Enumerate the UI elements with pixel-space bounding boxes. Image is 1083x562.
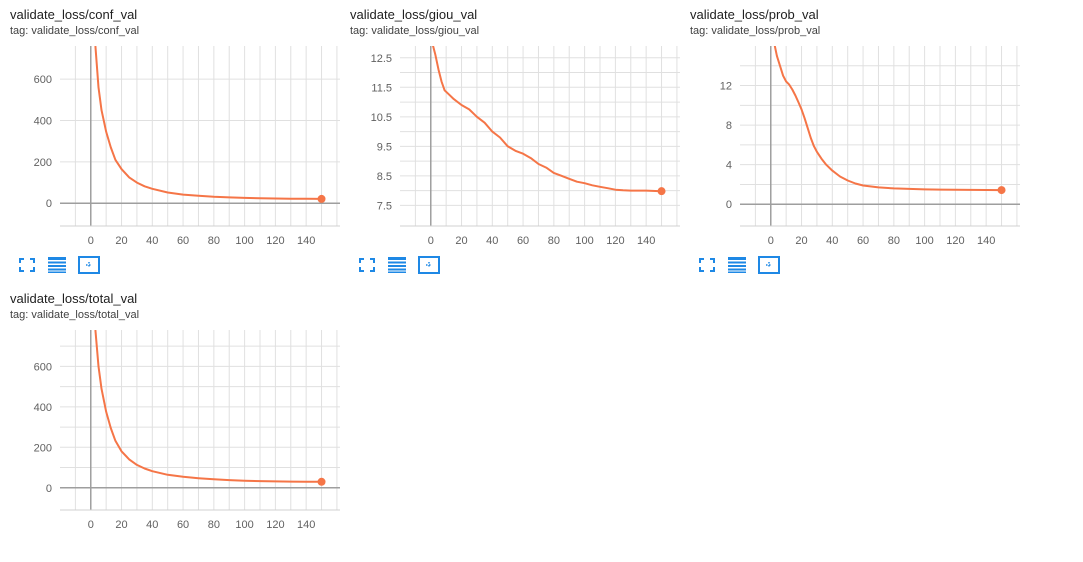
fit-domain-icon[interactable]	[758, 255, 780, 275]
x-tick-label: 80	[208, 235, 220, 247]
chart-title: validate_loss/total_val	[10, 291, 138, 306]
y-tick-label: 400	[34, 402, 52, 414]
line-chart: 0 20 40 60 80 100 120 140 7.5 8.5 9.5 10.5 11.5 12.5	[371, 46, 680, 247]
x-tick-label: 140	[297, 235, 315, 247]
series-line	[94, 46, 322, 200]
x-tick-label: 120	[266, 235, 284, 247]
x-tick-label: 20	[455, 235, 467, 247]
series-line	[773, 46, 1002, 192]
x-tick-label: 80	[208, 519, 220, 531]
series-line	[94, 330, 322, 483]
chart-tag: tag: validate_loss/conf_val	[10, 25, 140, 37]
x-tick-label: 60	[177, 235, 189, 247]
x-tick-label: 20	[115, 235, 127, 247]
y-tick-label: 600	[34, 361, 52, 373]
x-tick-label: 100	[235, 235, 253, 247]
y-tick-label: 0	[46, 198, 52, 210]
line-chart: 0 20 40 60 80 100 120 140 0 200 400 600	[34, 46, 340, 247]
chart-tag: tag: validate_loss/giou_val	[350, 25, 480, 37]
y-tick-label: 4	[726, 160, 732, 172]
y-tick-label: 10.5	[371, 112, 392, 124]
chart-card-giou-val: validate_loss/giou_val tag: validate_los…	[340, 0, 680, 278]
line-chart: 0 20 40 60 80 100 120 140 0 200 400 600	[34, 330, 340, 531]
y-tick-label: 200	[34, 442, 52, 454]
y-tick-label: 7.5	[377, 200, 392, 212]
series-end-point	[997, 186, 1006, 195]
y-tick-label: 400	[34, 115, 52, 127]
y-tick-label: 11.5	[371, 82, 392, 94]
y-tick-label: 8	[726, 120, 732, 132]
series-end-point	[317, 477, 326, 486]
x-tick-label: 40	[146, 235, 158, 247]
x-tick-label: 120	[946, 235, 964, 247]
chart-title: validate_loss/giou_val	[350, 7, 478, 22]
x-tick-label: 140	[977, 235, 995, 247]
y-tick-label: 12	[720, 81, 732, 93]
x-tick-label: 60	[177, 519, 189, 531]
y-tick-label: 0	[726, 199, 732, 211]
x-tick-label: 80	[548, 235, 560, 247]
data-table-icon[interactable]	[46, 255, 68, 275]
data-table-icon[interactable]	[726, 255, 748, 275]
chart-tag: tag: validate_loss/prob_val	[690, 25, 821, 37]
x-tick-label: 0	[768, 235, 774, 247]
y-tick-label: 9.5	[377, 141, 392, 153]
fit-domain-icon[interactable]	[78, 255, 100, 275]
x-tick-label: 0	[428, 235, 434, 247]
series-end-point	[317, 194, 326, 203]
x-tick-label: 120	[606, 235, 624, 247]
x-tick-label: 100	[235, 519, 253, 531]
y-tick-label: 200	[34, 157, 52, 169]
data-table-icon[interactable]	[386, 255, 408, 275]
fullscreen-icon[interactable]	[16, 255, 38, 275]
series-end-point	[657, 187, 666, 196]
y-tick-label: 600	[34, 74, 52, 86]
x-tick-label: 120	[266, 519, 284, 531]
x-tick-label: 40	[486, 235, 498, 247]
x-tick-label: 100	[575, 235, 593, 247]
y-tick-label: 12.5	[371, 53, 392, 65]
x-tick-label: 20	[115, 519, 127, 531]
chart-card-prob-val: validate_loss/prob_val tag: validate_los…	[680, 0, 1020, 278]
chart-title: validate_loss/conf_val	[10, 7, 138, 22]
x-tick-label: 60	[517, 235, 529, 247]
y-tick-label: 0	[46, 483, 52, 495]
fullscreen-icon[interactable]	[696, 255, 718, 275]
x-tick-label: 20	[795, 235, 807, 247]
fit-domain-icon[interactable]	[418, 255, 440, 275]
x-tick-label: 80	[888, 235, 900, 247]
x-tick-label: 0	[88, 235, 94, 247]
x-tick-label: 100	[915, 235, 933, 247]
fullscreen-icon[interactable]	[356, 255, 378, 275]
x-tick-label: 140	[297, 519, 315, 531]
chart-card-conf-val: validate_loss/conf_val tag: validate_los…	[0, 0, 340, 278]
x-tick-label: 40	[826, 235, 838, 247]
y-tick-label: 8.5	[377, 171, 392, 183]
chart-tag: tag: validate_loss/total_val	[10, 309, 140, 321]
series-line	[432, 46, 662, 193]
chart-title: validate_loss/prob_val	[690, 7, 819, 22]
chart-card-total-val: validate_loss/total_val tag: validate_lo…	[0, 284, 340, 562]
x-tick-label: 0	[88, 519, 94, 531]
line-chart: 0 20 40 60 80 100 120 140 0 4 8 12	[720, 46, 1020, 247]
x-tick-label: 40	[146, 519, 158, 531]
x-tick-label: 60	[857, 235, 869, 247]
x-tick-label: 140	[637, 235, 655, 247]
